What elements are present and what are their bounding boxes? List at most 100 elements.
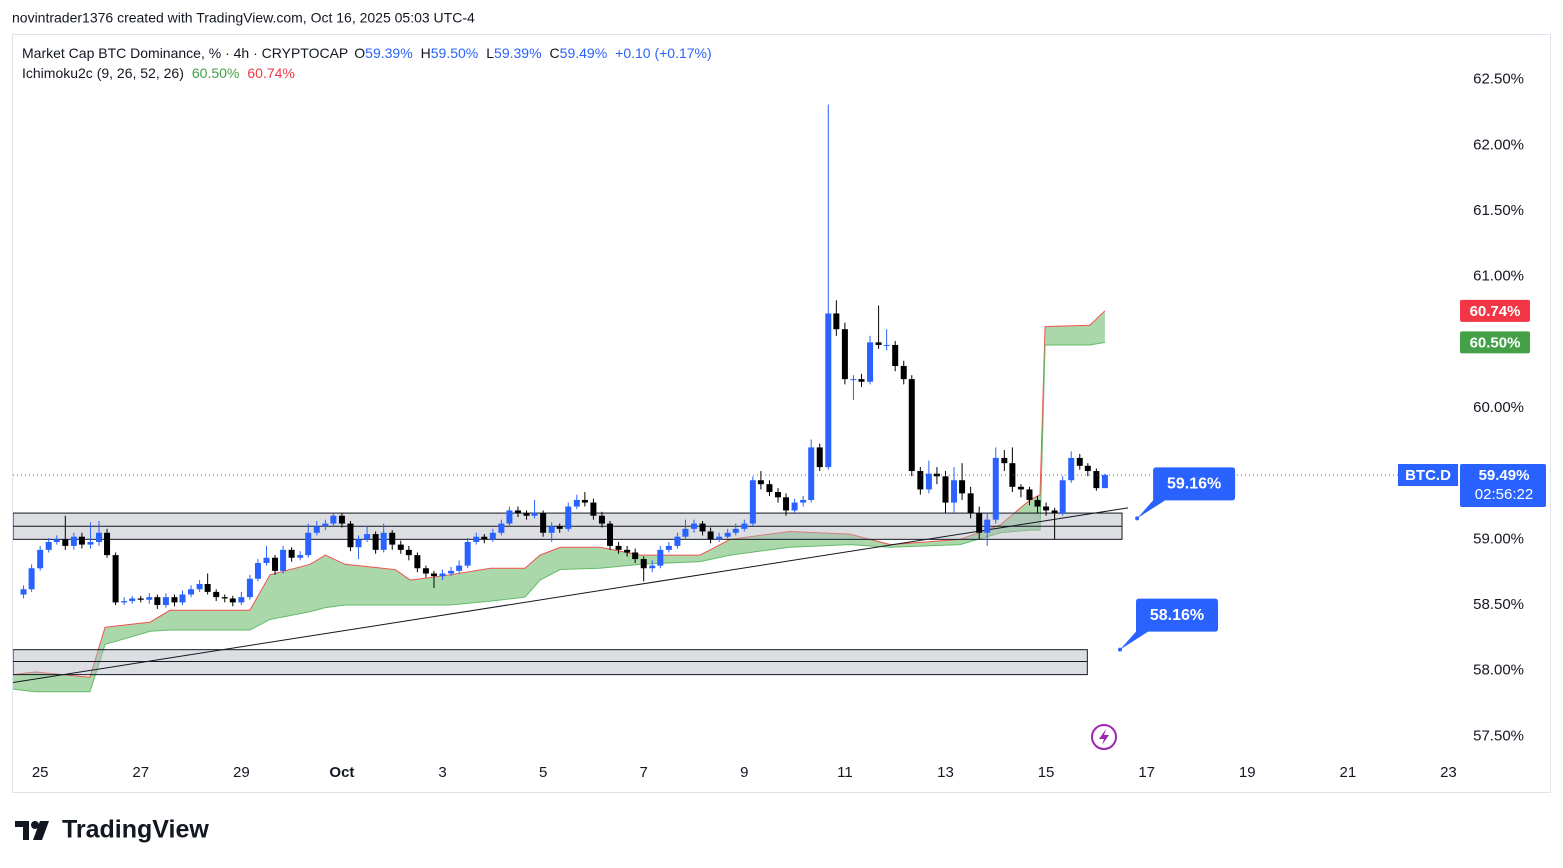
candle-body [942, 476, 949, 503]
candle-body [171, 597, 178, 603]
candle-body [649, 565, 656, 569]
candle-body [489, 532, 496, 540]
candle-body [87, 541, 94, 545]
candle-body [104, 532, 111, 556]
x-tick-label: 19 [1239, 764, 1256, 781]
candle-body [858, 379, 865, 382]
candle-body [749, 480, 756, 524]
y-tick-label: 61.00% [1473, 268, 1524, 285]
candle-body [976, 513, 983, 533]
candle-body [841, 329, 848, 380]
candle-body [699, 523, 706, 532]
candle-body [531, 513, 538, 516]
candle-body [430, 573, 437, 577]
callout-label: 59.16% [1167, 476, 1221, 493]
candle-body [674, 536, 681, 546]
y-tick-label: 60.00% [1473, 399, 1524, 416]
symbol-legend: Market Cap BTC Dominance, % · 4h · CRYPT… [22, 45, 712, 61]
candle-body [816, 447, 823, 468]
ohlc-value: 59.39% [365, 45, 412, 61]
x-tick-label: 11 [837, 764, 853, 781]
candle-body [20, 589, 27, 595]
indicator-value-label: 60.74% [1470, 303, 1521, 320]
symbol-label: BTC.D [1405, 467, 1451, 484]
y-tick-label: 57.50% [1473, 727, 1524, 744]
indicator-value-box [1460, 331, 1530, 354]
candle-body [246, 578, 253, 598]
candle-body [682, 528, 689, 537]
candle-body [297, 555, 304, 558]
candle-body [607, 523, 614, 546]
candle-body [129, 598, 136, 602]
candle-body [364, 534, 371, 540]
candle-body [146, 597, 153, 600]
candle-body [280, 549, 287, 571]
candle-body [892, 344, 899, 366]
x-tick-label: Oct [329, 764, 354, 781]
candle-body [464, 541, 471, 566]
candle-body [825, 313, 832, 468]
plot-area [13, 104, 1129, 693]
indicator-legend: Ichimoku2c (9, 26, 52, 26) 60.50% 60.74% [22, 65, 295, 81]
ohlc-value: 59.50% [431, 45, 478, 61]
candle-body [1059, 480, 1066, 514]
candle-body [1093, 471, 1100, 489]
ohlc-key: C [550, 45, 560, 61]
candle-body [272, 557, 279, 571]
candle-body [414, 555, 421, 569]
candle-body [347, 523, 354, 548]
candle-body [791, 502, 798, 511]
x-tick-label: 9 [740, 764, 748, 781]
candle-body [62, 539, 69, 546]
candle-body [1084, 465, 1091, 472]
support-zone [13, 649, 1088, 676]
candle-body [28, 568, 35, 590]
x-tick-label: 7 [640, 764, 648, 781]
candle-body [707, 531, 714, 540]
y-tick-label: 62.00% [1473, 136, 1524, 153]
candle-body [967, 493, 974, 514]
candle-body [540, 513, 547, 533]
candle-body [389, 532, 396, 545]
candle-body [724, 532, 731, 537]
candle-body [632, 552, 639, 560]
indicator-value: 60.50% [192, 65, 239, 81]
y-tick-label: 58.50% [1473, 596, 1524, 613]
candle-body [1051, 510, 1058, 514]
candle-body [322, 523, 329, 527]
candle-body [473, 536, 480, 542]
ohlc-value: 59.39% [494, 45, 541, 61]
candle-body [213, 591, 220, 598]
candle-body [137, 598, 144, 600]
indicator-value: 60.74% [247, 65, 294, 81]
candle-body [548, 526, 555, 533]
candle-body [405, 549, 412, 556]
x-tick-label: 3 [438, 764, 446, 781]
candle-body [372, 534, 379, 550]
candle-body [615, 545, 622, 550]
y-tick-label: 62.50% [1473, 71, 1524, 88]
ohlc-key: H [421, 45, 431, 61]
candle-body [204, 584, 211, 592]
x-tick-label: 5 [539, 764, 547, 781]
last-price-label: 59.49% [1479, 467, 1530, 484]
candle-body [1076, 457, 1083, 466]
candle-body [757, 480, 764, 485]
cloud-lower-line [13, 341, 1106, 693]
candle-body [565, 506, 572, 529]
candle-body [37, 549, 44, 569]
x-tick-label: 21 [1340, 764, 1357, 781]
indicator-value-label: 60.50% [1470, 334, 1521, 351]
candle-body [338, 515, 345, 524]
candle-body [221, 597, 228, 599]
candle-body [238, 597, 245, 603]
candle-body [481, 536, 488, 540]
candle-body [397, 544, 404, 550]
candle-body [498, 523, 505, 533]
candle-body [556, 526, 563, 529]
candle-body [70, 536, 77, 546]
candle-body [883, 344, 890, 346]
candle-body [775, 492, 781, 498]
